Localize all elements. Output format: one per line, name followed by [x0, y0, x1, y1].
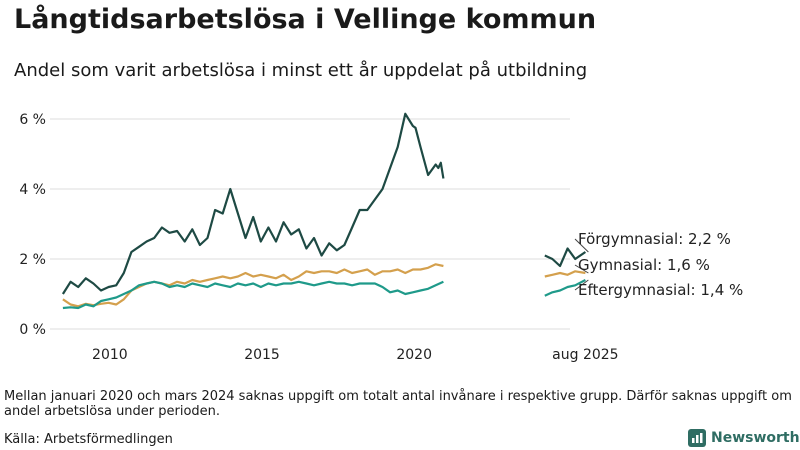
- series-line: [61, 112, 445, 295]
- newsworthy-logo-icon: [688, 429, 706, 447]
- series-line-recent: [544, 279, 586, 297]
- series-line: [62, 263, 444, 308]
- label-leader-line: [574, 279, 589, 291]
- series-line-recent: [544, 247, 587, 268]
- series-end-label: Gymnasial: 1,6 %: [578, 256, 710, 274]
- newsworthy-logo: Newsworthy: [688, 429, 800, 447]
- label-leader-line: [574, 238, 589, 253]
- gridlines: [50, 118, 570, 330]
- series-end-label: Eftergymnasial: 1,4 %: [578, 281, 743, 299]
- line-chart: 0 % 2 % 4 % 6 % 2010 2015 2020 aug 2025 Förgym…: [19, 112, 743, 363]
- y-tick-label: 4 %: [19, 182, 46, 198]
- series-end-labels: Förgymnasial: 2,2 % Gymnasial: 1,6 % Efter…: [574, 230, 743, 299]
- series-line: [62, 280, 444, 310]
- y-tick-label: 2 %: [19, 252, 46, 268]
- x-axis-ticks: 2010 2015 2020 aug 2025: [92, 347, 619, 363]
- y-axis-ticks: 0 % 2 % 4 % 6 %: [19, 112, 46, 338]
- x-tick-label: 2010: [92, 347, 128, 363]
- footnote: Mellan januari 2020 och mars 2024 saknas…: [4, 389, 792, 419]
- y-tick-label: 6 %: [19, 112, 46, 128]
- label-leader-line: [574, 264, 589, 274]
- chart-subtitle: Andel som varit arbetslösa i minst ett å…: [14, 60, 588, 81]
- chart-title: Långtidsarbetslösa i Vellinge kommun: [14, 4, 597, 35]
- x-tick-label: aug 2025: [552, 347, 618, 363]
- x-tick-label: 2015: [244, 347, 280, 363]
- x-tick-label: 2020: [396, 347, 432, 363]
- source-text: Källa: Arbetsförmedlingen: [4, 432, 173, 447]
- y-tick-label: 0 %: [19, 322, 46, 338]
- series-lines: [61, 112, 587, 310]
- series-line-recent: [544, 270, 586, 278]
- brand-name: Newsworthy: [711, 430, 800, 446]
- series-end-label: Förgymnasial: 2,2 %: [578, 230, 731, 248]
